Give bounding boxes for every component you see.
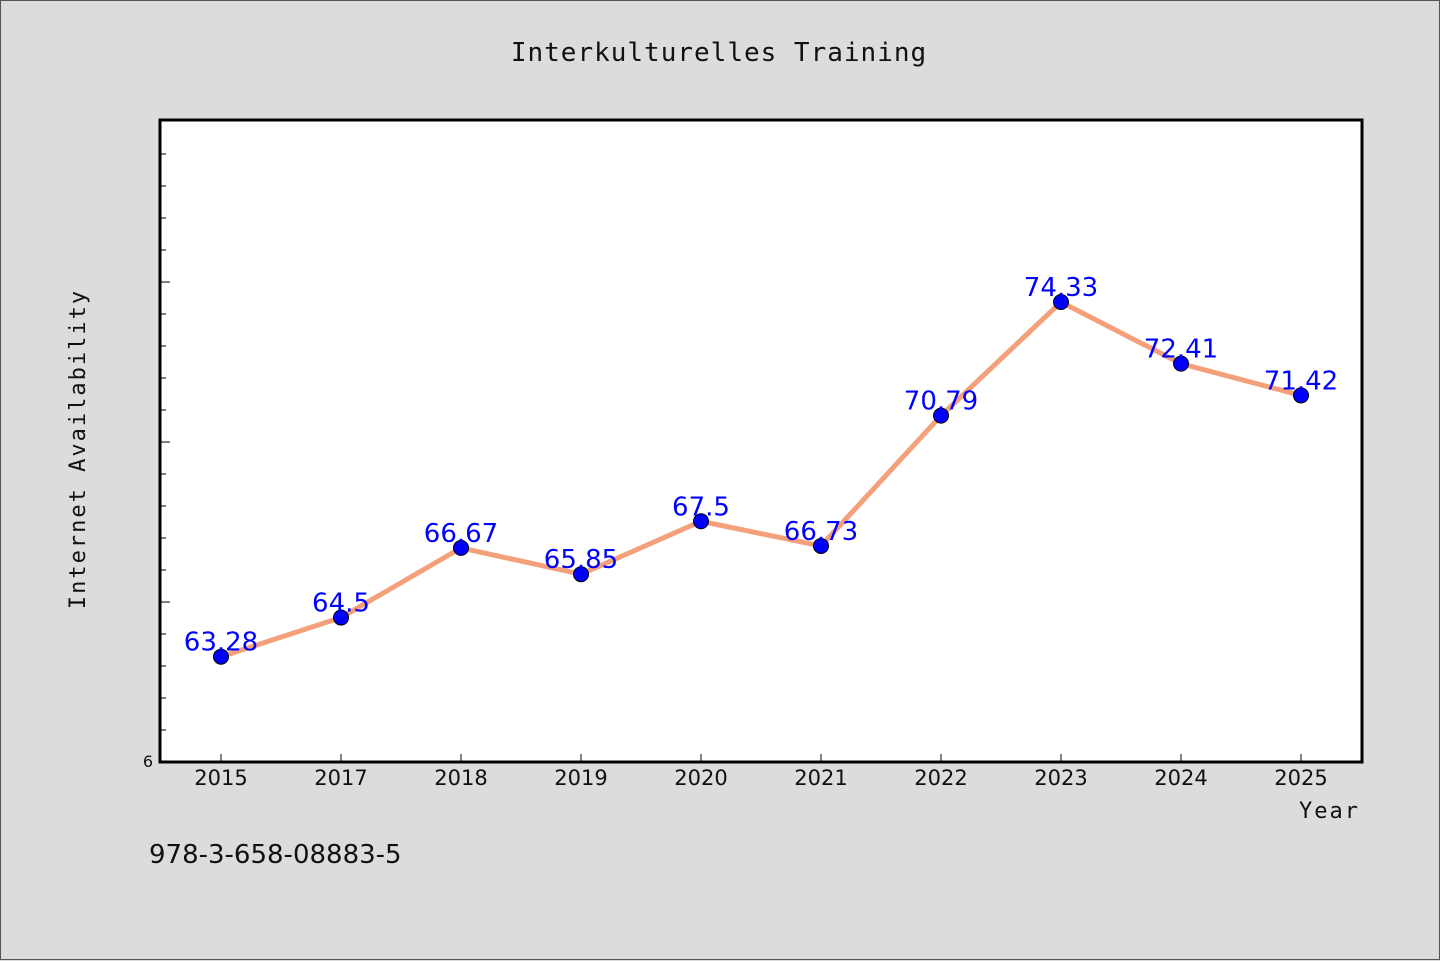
data-label: 74.33	[1024, 273, 1098, 303]
x-tick-label: 2025	[1274, 766, 1327, 790]
data-point	[1173, 355, 1189, 372]
data-label: 63.28	[184, 628, 258, 658]
data-label: 70.79	[904, 387, 978, 417]
data-label: 66.73	[784, 517, 858, 547]
series-layer: 63.28 64.5 66.67 65.85 67.5 66.73 70.79 74.33 72…	[184, 273, 1338, 665]
x-tick-label: 2019	[554, 766, 607, 790]
x-tick-label: 2015	[194, 766, 247, 790]
data-point	[933, 407, 949, 424]
x-tick-label: 2022	[914, 766, 967, 790]
x-tick-label: 2017	[314, 766, 367, 790]
y-axis-ticks	[160, 153, 170, 731]
x-tick-label: 2018	[434, 766, 487, 790]
data-label: 67.5	[672, 492, 730, 522]
x-tick-label: 2023	[1034, 766, 1087, 790]
data-point	[1293, 387, 1309, 404]
x-axis-label: Year	[1299, 799, 1360, 824]
data-label: 71.42	[1264, 366, 1338, 396]
x-tick-label: 2024	[1154, 766, 1207, 790]
data-label: 64.5	[312, 589, 370, 619]
data-label: 65.85	[544, 545, 618, 575]
data-label: 66.67	[424, 519, 498, 549]
data-point	[693, 513, 709, 530]
data-point	[1053, 294, 1069, 311]
data-point	[453, 539, 469, 556]
data-point	[573, 566, 589, 583]
data-point	[333, 609, 349, 626]
x-tick-label: 2020	[674, 766, 727, 790]
data-point	[813, 537, 829, 554]
plot-area	[158, 118, 1364, 764]
y-tick-label: 6	[143, 752, 153, 771]
y-axis-label: Internet Availability	[66, 289, 91, 609]
footnote-isbn: 978-3-658-08883-5	[149, 840, 402, 870]
x-axis-ticks: 2015 2017 2018 2019 2020 2021 2022 2023 2024 2025	[194, 754, 1328, 790]
data-label: 72.41	[1144, 335, 1218, 365]
series-line	[220, 299, 1302, 660]
data-point	[213, 648, 229, 665]
x-tick-label: 2021	[794, 766, 847, 790]
chart-title: Interkulturelles Training	[511, 38, 927, 68]
